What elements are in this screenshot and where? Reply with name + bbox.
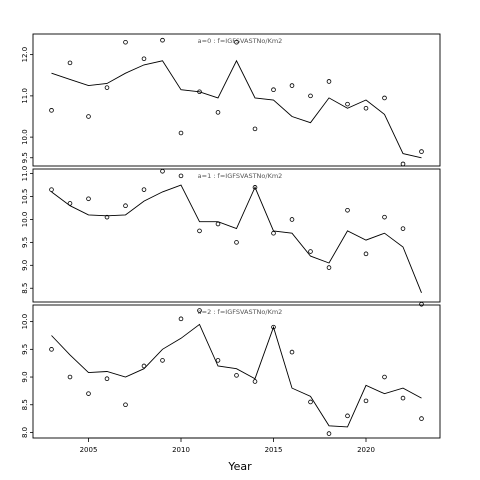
data-point	[345, 413, 350, 419]
data-point	[197, 228, 202, 234]
panel-title: a=1 : f=IGFSVASTNo/Km2	[198, 172, 283, 180]
panel-frame	[32, 168, 441, 303]
data-point	[86, 114, 91, 119]
data-point	[215, 221, 221, 227]
data-point	[197, 308, 202, 313]
fit-line	[51, 323, 422, 428]
data-point	[160, 358, 165, 363]
data-point	[271, 87, 276, 92]
panel-0: 9.5 10.0 11.0 12.0 a=0 : f=IGFSVASTNo/Km2	[21, 33, 441, 167]
data-point	[252, 126, 258, 132]
data-point	[400, 395, 406, 401]
data-point	[345, 101, 350, 107]
data-point	[104, 214, 110, 220]
y-tick-label: 9.5	[21, 344, 29, 355]
data-point	[67, 60, 73, 66]
data-point	[326, 79, 332, 84]
fit-line	[51, 184, 422, 293]
data-point	[289, 217, 295, 222]
data-point	[178, 173, 184, 179]
x-tick-label: 2015	[265, 446, 283, 454]
y-tick-label: 10.5	[21, 189, 29, 205]
data-point	[363, 251, 369, 257]
y-tick-label: 11.0	[21, 88, 29, 104]
data-point	[400, 161, 406, 167]
data-point	[123, 203, 128, 208]
data-point	[234, 240, 239, 245]
panel-2: 8.0 8.5 9.0 9.5 10.0 a=2 : f=IGFSVASTNo/Km2	[21, 304, 441, 439]
data-point	[49, 108, 54, 113]
data-point	[382, 214, 387, 220]
data-point	[104, 85, 110, 90]
data-point	[67, 201, 73, 206]
data-point	[49, 347, 54, 352]
data-point	[141, 56, 147, 62]
data-point	[419, 301, 424, 307]
data-point	[308, 399, 313, 405]
y-tick-label: 12.0	[21, 47, 29, 63]
data-point	[215, 110, 221, 115]
data-point	[326, 265, 332, 270]
data-point	[160, 37, 165, 43]
data-point	[400, 226, 406, 231]
y-tick-label: 8.5	[21, 283, 29, 294]
data-point	[363, 105, 369, 111]
fit-line	[51, 59, 422, 159]
panels: 9.5 10.0 11.0 12.0 a=0 : f=IGFSVASTNo/Km2 8.5…	[21, 33, 441, 439]
data-point	[141, 187, 147, 192]
x-tick-label: 2020	[357, 446, 375, 454]
data-point	[215, 358, 221, 363]
data-point	[252, 185, 258, 190]
y-tick-label: 9.0	[21, 371, 29, 382]
data-point	[86, 391, 91, 396]
data-point	[345, 207, 350, 213]
y-tick-label: 8.5	[21, 399, 29, 410]
data-point	[234, 39, 239, 45]
x-axis: 2005 2010 2015 2020	[80, 437, 375, 454]
y-tick-label: 8.0	[21, 427, 29, 438]
data-point	[271, 324, 276, 330]
y-tick-label: 9.0	[21, 260, 29, 271]
data-point	[308, 93, 313, 99]
data-point	[382, 95, 387, 101]
panel-title: a=0 : f=IGFSVASTNo/Km2	[198, 37, 283, 45]
data-point	[86, 196, 91, 202]
data-point	[160, 168, 165, 174]
x-axis-title: Year	[227, 460, 252, 473]
data-point	[419, 149, 424, 154]
data-point	[197, 89, 202, 95]
data-point	[123, 39, 128, 45]
data-point	[289, 349, 295, 355]
y-tick-label: 10.0	[21, 129, 29, 145]
data-point	[326, 431, 332, 436]
data-point	[382, 374, 387, 380]
data-point	[141, 363, 147, 369]
data-point	[271, 230, 276, 236]
data-point	[104, 376, 110, 382]
x-tick-label: 2005	[80, 446, 98, 454]
data-point	[363, 398, 369, 404]
data-point	[178, 316, 184, 322]
panel-frame	[32, 304, 441, 439]
x-tick-label: 2010	[172, 446, 190, 454]
data-point	[419, 416, 424, 421]
y-tick-label: 11.0	[21, 166, 29, 182]
data-point	[234, 373, 239, 378]
panel-title: a=2 : f=IGFSVASTNo/Km2	[198, 308, 283, 316]
data-point	[252, 379, 258, 384]
panel-1: 8.5 9.0 9.5 10.0 10.5 11.0 a=1 : f=IGFSVASTNo/…	[21, 166, 441, 307]
y-tick-label: 9.5	[21, 237, 29, 248]
panel-frame	[32, 33, 441, 167]
y-tick-label: 10.0	[21, 212, 29, 228]
data-point	[178, 130, 184, 136]
data-point	[123, 402, 128, 408]
y-tick-label: 10.0	[21, 314, 29, 330]
data-point	[67, 374, 73, 380]
data-point	[49, 187, 54, 192]
data-point	[308, 249, 313, 254]
data-point	[289, 83, 295, 88]
y-tick-label: 9.5	[21, 152, 29, 163]
